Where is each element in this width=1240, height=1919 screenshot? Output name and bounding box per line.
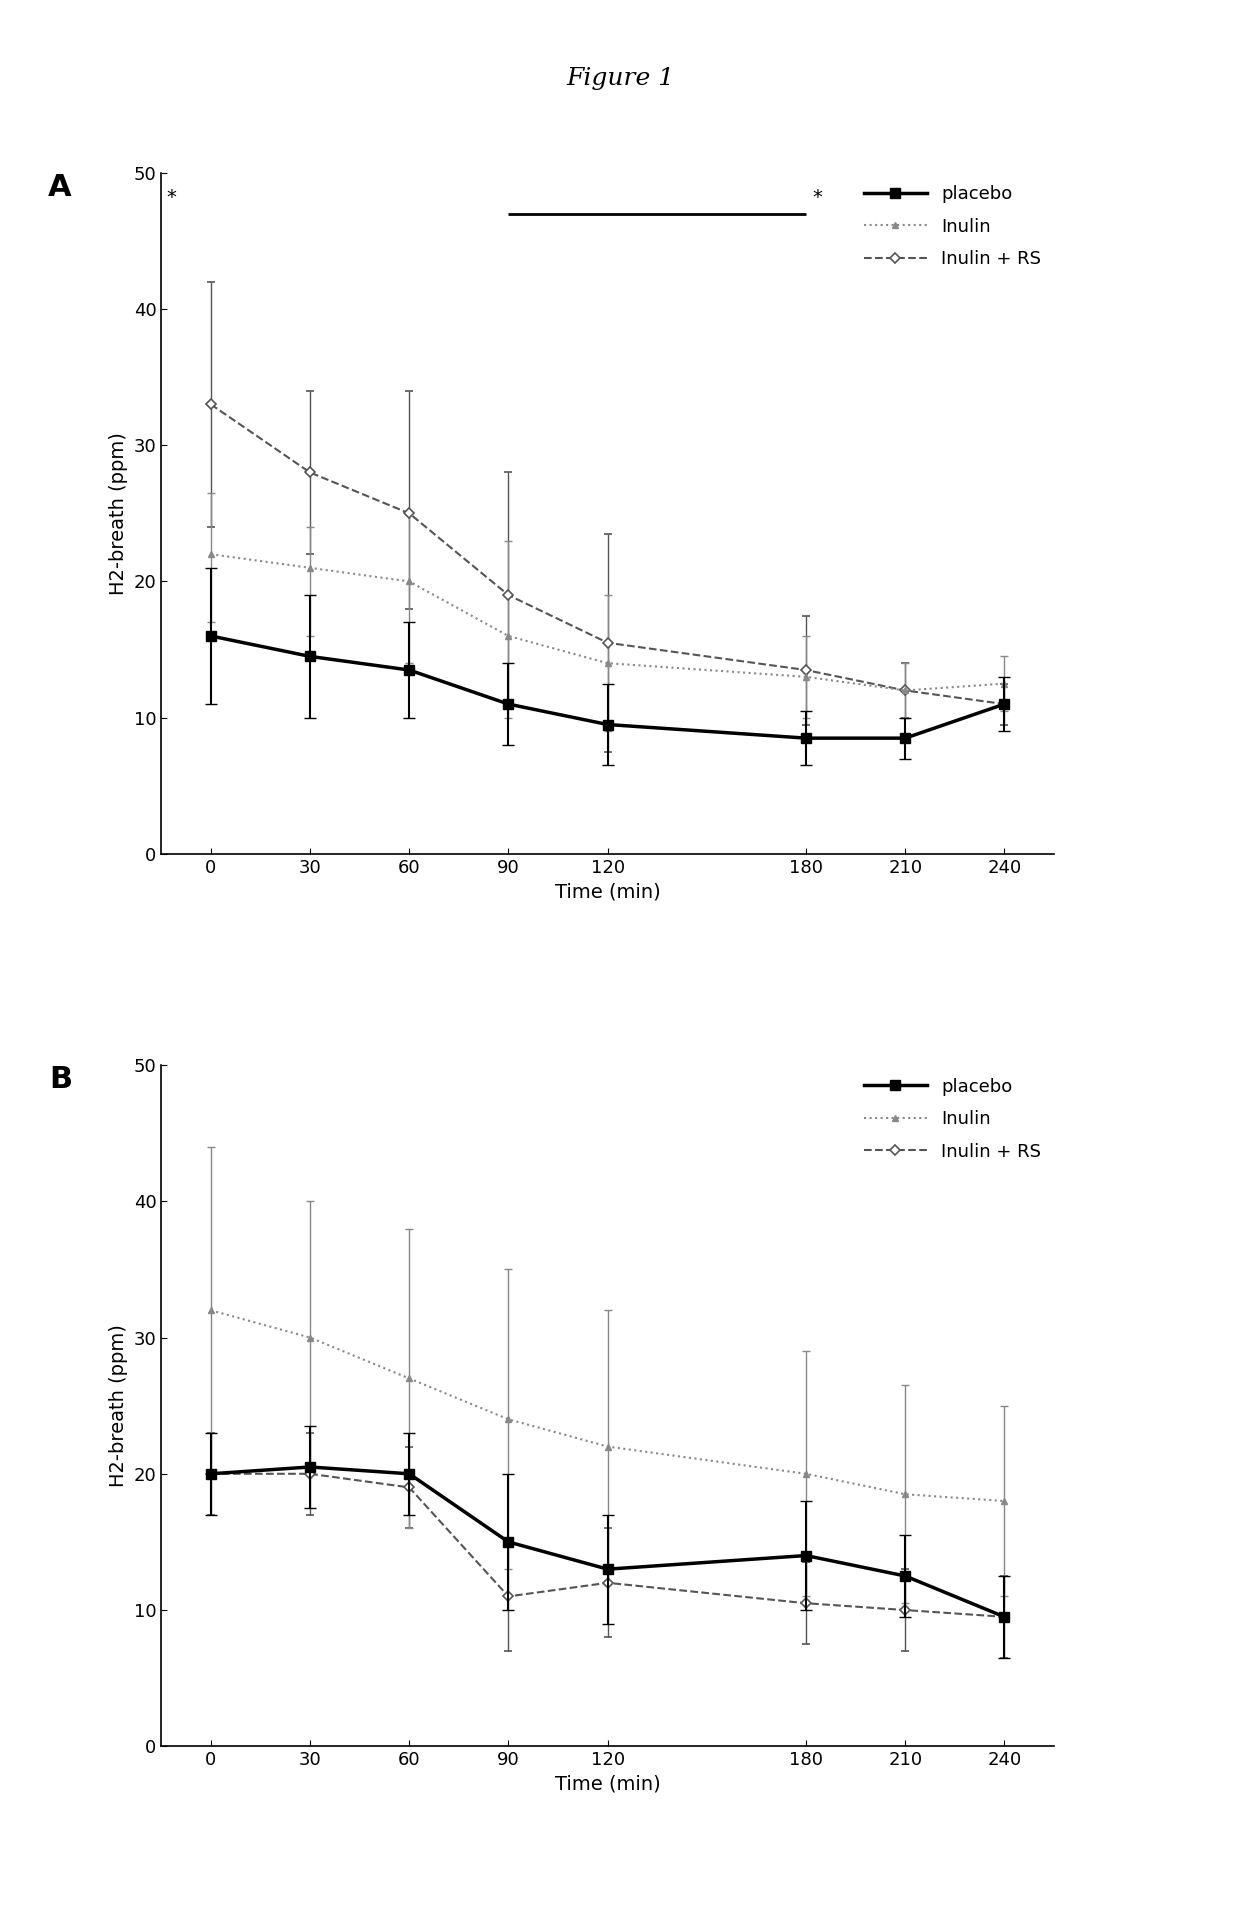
X-axis label: Time (min): Time (min) <box>554 1775 661 1794</box>
Y-axis label: H2-breath (ppm): H2-breath (ppm) <box>109 432 128 595</box>
Text: Figure 1: Figure 1 <box>565 67 675 90</box>
Y-axis label: H2-breath (ppm): H2-breath (ppm) <box>109 1324 128 1487</box>
Legend: placebo, Inulin, Inulin + RS: placebo, Inulin, Inulin + RS <box>857 1071 1049 1169</box>
Text: *: * <box>166 188 176 207</box>
Legend: placebo, Inulin, Inulin + RS: placebo, Inulin, Inulin + RS <box>857 178 1049 276</box>
Text: *: * <box>812 188 822 207</box>
Text: A: A <box>48 173 72 201</box>
X-axis label: Time (min): Time (min) <box>554 883 661 902</box>
Text: B: B <box>48 1065 72 1094</box>
